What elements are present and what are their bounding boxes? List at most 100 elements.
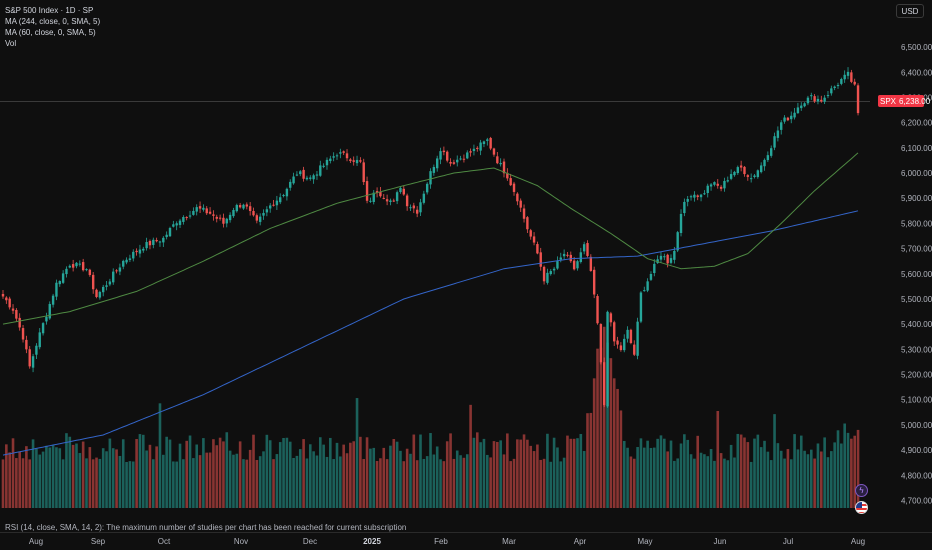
volume-bar — [576, 438, 579, 508]
candle — [235, 203, 238, 213]
candle — [315, 171, 319, 180]
volume-bar — [412, 434, 416, 508]
volume-bar — [422, 458, 426, 508]
candle — [699, 193, 703, 202]
candle — [48, 301, 51, 320]
volume-bar — [616, 388, 619, 508]
price-axis[interactable]: 6,500.006,400.006,300.006,200.006,100.00… — [901, 43, 932, 505]
candle — [208, 207, 212, 215]
volume-bar — [405, 448, 409, 508]
volume-bar — [352, 441, 355, 508]
last-price-tag-bg — [878, 95, 924, 107]
volume-bar — [392, 438, 396, 508]
candle — [716, 179, 719, 189]
candle — [713, 181, 716, 187]
candle — [258, 213, 262, 226]
candle — [793, 107, 796, 120]
currency-button[interactable]: USD — [896, 4, 924, 18]
candle — [61, 270, 65, 284]
candle — [816, 95, 820, 105]
y-tick-label: 5,200.00 — [901, 371, 932, 380]
candle — [402, 185, 405, 196]
volume-bar — [629, 456, 633, 508]
volume-bar — [235, 453, 239, 508]
candle — [299, 170, 302, 177]
us-flag-icon[interactable] — [855, 501, 868, 514]
candle — [162, 236, 165, 247]
volume-bar — [45, 445, 48, 508]
candle — [726, 176, 729, 183]
candle — [345, 149, 349, 162]
volume-bar — [469, 404, 472, 508]
candle — [269, 203, 272, 213]
volume-bar — [799, 435, 803, 508]
candle — [18, 313, 21, 331]
candle — [41, 322, 45, 336]
volume-bar — [646, 440, 649, 508]
candle — [653, 259, 656, 277]
volume-bar — [379, 458, 382, 508]
volume-bar — [502, 454, 506, 508]
candle — [729, 169, 733, 181]
volume-bar — [472, 437, 476, 508]
volume-bar — [556, 447, 559, 508]
candle — [686, 195, 689, 207]
candle — [626, 326, 629, 343]
volume-bar — [385, 459, 389, 508]
ma244-line — [2, 210, 859, 456]
volume-bar — [850, 438, 853, 508]
y-tick-label: 6,000.00 — [901, 169, 932, 178]
volume-bar — [95, 457, 98, 508]
x-tick-label: Oct — [158, 537, 171, 546]
candle — [412, 202, 416, 214]
legend-ma60[interactable]: MA (60, close, 0, SMA, 5) — [5, 28, 96, 37]
candle — [613, 320, 616, 346]
volume-bar — [706, 456, 710, 508]
candle — [763, 158, 766, 171]
volume-bar — [188, 435, 192, 508]
y-tick-label: 4,800.00 — [901, 471, 932, 480]
volume-bar — [238, 441, 242, 508]
candle — [469, 148, 472, 157]
volume-bar — [255, 460, 259, 508]
volume-bar — [369, 448, 372, 508]
volume-bar — [549, 461, 553, 508]
candle — [659, 251, 663, 263]
lightning-icon[interactable]: ϟ — [855, 484, 868, 497]
candle — [546, 268, 549, 285]
volume-bar — [419, 434, 422, 508]
volume-bar — [733, 457, 736, 508]
volume-bar — [415, 460, 419, 508]
volume-bar — [499, 440, 502, 508]
candle — [142, 246, 145, 253]
time-axis[interactable]: Aug Sep Oct Nov Dec 2025 Feb Mar Apr May Jun Jul Aug — [29, 537, 865, 546]
candle — [309, 175, 312, 181]
volume-bar — [612, 378, 616, 508]
volume-bar — [689, 454, 693, 508]
candle — [800, 102, 803, 111]
volume-bar — [21, 458, 25, 508]
candle — [636, 317, 639, 360]
y-tick-label: 5,400.00 — [901, 320, 932, 329]
volume-bar — [212, 439, 215, 508]
volume-bar — [699, 452, 703, 508]
volume-bar — [846, 432, 850, 508]
candle — [182, 215, 185, 225]
volume-bar — [559, 461, 563, 508]
volume-bar — [529, 445, 533, 508]
legend-volume[interactable]: Vol — [5, 39, 17, 48]
candle — [21, 325, 25, 343]
candle — [195, 204, 198, 216]
legend-title[interactable]: S&P 500 Index · 1D · SP — [5, 6, 94, 15]
volume-bar — [28, 459, 32, 508]
candle — [589, 254, 593, 272]
volume-bar — [482, 438, 486, 508]
candle — [215, 214, 218, 223]
volume-bar — [38, 454, 42, 508]
volume-bar — [355, 398, 359, 508]
legend-ma244[interactable]: MA (244, close, 0, SMA, 5) — [5, 17, 101, 26]
candle — [823, 95, 826, 105]
volume-bar — [275, 454, 279, 508]
candle — [486, 137, 489, 146]
